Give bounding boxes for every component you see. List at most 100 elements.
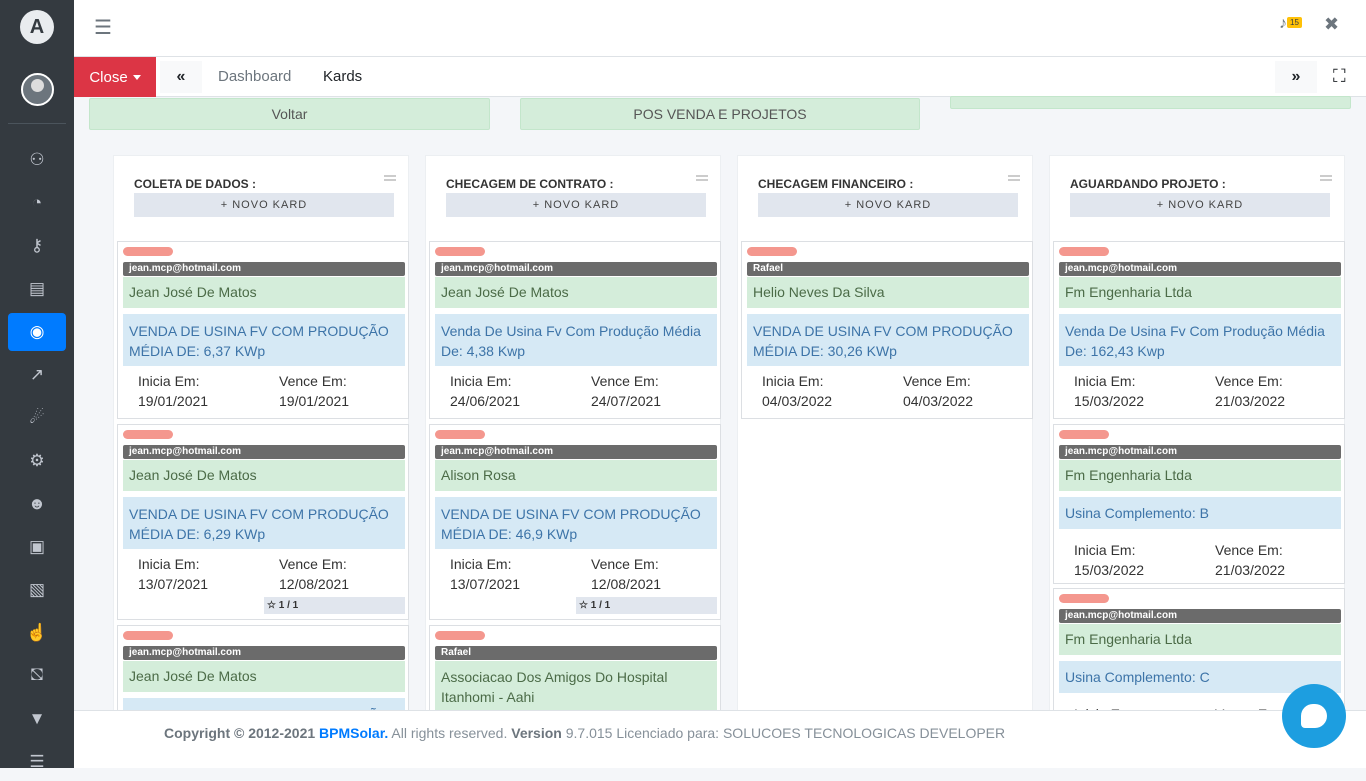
kard-description: VENDA DE USINA FV COM PRODUÇÃO MÉDIA DE:… — [123, 314, 405, 366]
priority-pill — [1059, 247, 1109, 256]
kard-card[interactable]: jean.mcp@hotmail.com Jean José De Matos Ve… — [429, 241, 721, 419]
priority-pill — [435, 631, 485, 640]
kard-card[interactable]: Rafael Helio Neves Da Silva VENDA DE USINA… — [741, 241, 1033, 419]
caret-down-icon — [132, 74, 141, 80]
scroll-right-button[interactable]: » — [1275, 61, 1317, 93]
drag-handle-icon[interactable] — [1008, 175, 1020, 181]
kard-client: Fm Engenharia Ltda — [1059, 624, 1341, 655]
sidebar: A ⚇ ◔ ⚷ ▤ ◉ ↗ ☄ ⚙ ☻ ▣ ▧ ☝ ⛞ ▼ ☰ — [0, 0, 74, 771]
kard-owner: jean.mcp@hotmail.com — [1059, 609, 1341, 623]
sidebar-divider — [8, 123, 66, 124]
drag-handle-icon[interactable] — [1320, 175, 1332, 181]
start-date: 13/07/2021 — [450, 576, 521, 592]
current-pipeline-button[interactable]: POS VENDA E PROJETOS — [520, 98, 920, 130]
kard-card[interactable]: jean.mcp@hotmail.com Fm Engenharia Ltda Ve… — [1053, 241, 1345, 419]
kard-owner: jean.mcp@hotmail.com — [435, 262, 717, 276]
priority-pill — [435, 430, 485, 439]
kard-description: VENDA DE USINA FV COM PRODUÇÃO MÉDIA DE:… — [747, 314, 1029, 366]
user-cog-icon[interactable]: ⚇ — [29, 150, 45, 169]
chat-button[interactable] — [1282, 684, 1346, 748]
tab-bar: Close « Dashboard Kards » ⛶ — [74, 57, 1366, 97]
start-label: Inicia Em: — [138, 556, 200, 572]
kard-owner: jean.mcp@hotmail.com — [1059, 262, 1341, 276]
compress-icon[interactable]: ✖ — [1324, 14, 1340, 34]
calendar-icon[interactable]: ▤ — [28, 279, 46, 298]
key-icon[interactable]: ⚷ — [30, 236, 44, 255]
satellite-dish-icon[interactable]: ☄ — [29, 408, 45, 427]
kard-description: Venda De Usina Fv Com Produção Média De:… — [1059, 314, 1341, 366]
close-button[interactable]: Close — [74, 57, 156, 97]
start-date: 04/03/2022 — [762, 393, 833, 409]
start-date: 24/06/2021 — [450, 393, 521, 409]
star-count: 1 / 1 — [278, 600, 299, 611]
kard-owner: Rafael — [747, 262, 1029, 276]
priority-pill — [747, 247, 797, 256]
cart-icon[interactable]: ⛞ — [30, 665, 44, 684]
due-label: Vence Em: — [279, 373, 347, 389]
chart-line-icon[interactable]: ↗ — [29, 365, 45, 384]
due-label: Vence Em: — [903, 373, 971, 389]
back-button[interactable]: Voltar — [89, 98, 490, 130]
due-label: Vence Em: — [279, 556, 347, 572]
kard-card[interactable]: jean.mcp@hotmail.com Alison Rosa VENDA DE … — [429, 424, 721, 620]
due-date: 04/03/2022 — [903, 393, 974, 409]
funnel-dollar-icon[interactable]: ▼ — [28, 709, 46, 728]
fullscreen-icon[interactable]: ⛶ — [1333, 66, 1346, 86]
star-rating[interactable]: ☆ 1 / 1 — [576, 597, 717, 614]
kard-owner: Rafael — [435, 646, 717, 660]
start-label: Inicia Em: — [1074, 704, 1135, 712]
tab-kards[interactable]: Kards — [323, 68, 363, 85]
app-logo[interactable]: A — [20, 10, 54, 44]
star-rating[interactable]: ☆ 1 / 1 — [264, 597, 405, 614]
add-kard-button[interactable]: + NOVO KARD — [758, 193, 1018, 217]
footer: Copyright © 2012-2021 BPMSolar. All righ… — [74, 710, 1366, 768]
kanban-column: COLETA DE DADOS : + NOVO KARD jean.mcp@hot… — [113, 155, 409, 715]
menu-toggle-icon[interactable]: ☰ — [94, 17, 112, 39]
add-kard-button[interactable]: + NOVO KARD — [446, 193, 706, 217]
due-date: 21/03/2022 — [1215, 393, 1286, 409]
kanban-column: AGUARDANDO PROJETO : + NOVO KARD jean.mcp@… — [1049, 155, 1345, 713]
drag-handle-icon[interactable] — [384, 175, 396, 181]
due-label: Vence Em: — [591, 556, 659, 572]
due-label: Vence Em: — [1215, 704, 1283, 712]
kard-description: Usina Complemento: C — [1059, 661, 1341, 693]
start-date: 15/03/2022 — [1074, 562, 1145, 578]
tab-dashboard[interactable]: Dashboard — [218, 68, 292, 85]
add-kard-button[interactable]: + NOVO KARD — [1070, 193, 1330, 217]
start-label: Inicia Em: — [450, 373, 512, 389]
kard-owner: jean.mcp@hotmail.com — [1059, 445, 1341, 459]
start-date: 19/01/2021 — [138, 393, 209, 409]
scroll-left-button[interactable]: « — [160, 61, 202, 93]
next-pipeline-button[interactable] — [950, 96, 1351, 109]
star-icon: ☆ — [267, 600, 279, 611]
drag-handle-icon[interactable] — [696, 175, 708, 181]
column-title: AGUARDANDO PROJETO : — [1070, 177, 1226, 191]
add-kard-button[interactable]: + NOVO KARD — [134, 193, 394, 217]
chart-bar-icon[interactable]: ▧ — [28, 580, 46, 599]
kanban-column: CHECAGEM FINANCEIRO : + NOVO KARD Rafael He… — [737, 155, 1033, 711]
column-title: COLETA DE DADOS : — [134, 177, 256, 191]
kard-owner: jean.mcp@hotmail.com — [123, 262, 405, 276]
start-label: Inicia Em: — [1074, 373, 1136, 389]
money-bill-icon[interactable]: ▣ — [28, 537, 46, 556]
kard-card[interactable]: Rafael Associacao Dos Amigos Do Hospital … — [429, 625, 721, 715]
kard-client: Fm Engenharia Ltda — [1059, 460, 1341, 491]
comments-icon[interactable]: ◉ — [8, 313, 66, 351]
column-title: CHECAGEM FINANCEIRO : — [758, 177, 914, 191]
hand-holding-usd-icon[interactable]: ☝ — [26, 623, 48, 642]
kard-owner: jean.mcp@hotmail.com — [435, 445, 717, 459]
chart-pie-icon[interactable]: ◔ — [31, 193, 43, 212]
kard-client: Alison Rosa — [435, 460, 717, 491]
cogs-icon[interactable]: ⚙ — [29, 451, 45, 470]
priority-pill — [435, 247, 485, 256]
kard-card[interactable]: jean.mcp@hotmail.com Fm Engenharia Ltda Us… — [1053, 424, 1345, 584]
bell-icon[interactable]: ♪ — [1279, 15, 1287, 32]
bars-icon[interactable]: ☰ — [29, 752, 45, 771]
kanban-column: CHECAGEM DE CONTRATO : + NOVO KARD jean.mc… — [425, 155, 721, 715]
users-icon[interactable]: ☻ — [28, 494, 46, 513]
avatar[interactable] — [21, 73, 54, 106]
start-date: 15/03/2022 — [1074, 393, 1145, 409]
